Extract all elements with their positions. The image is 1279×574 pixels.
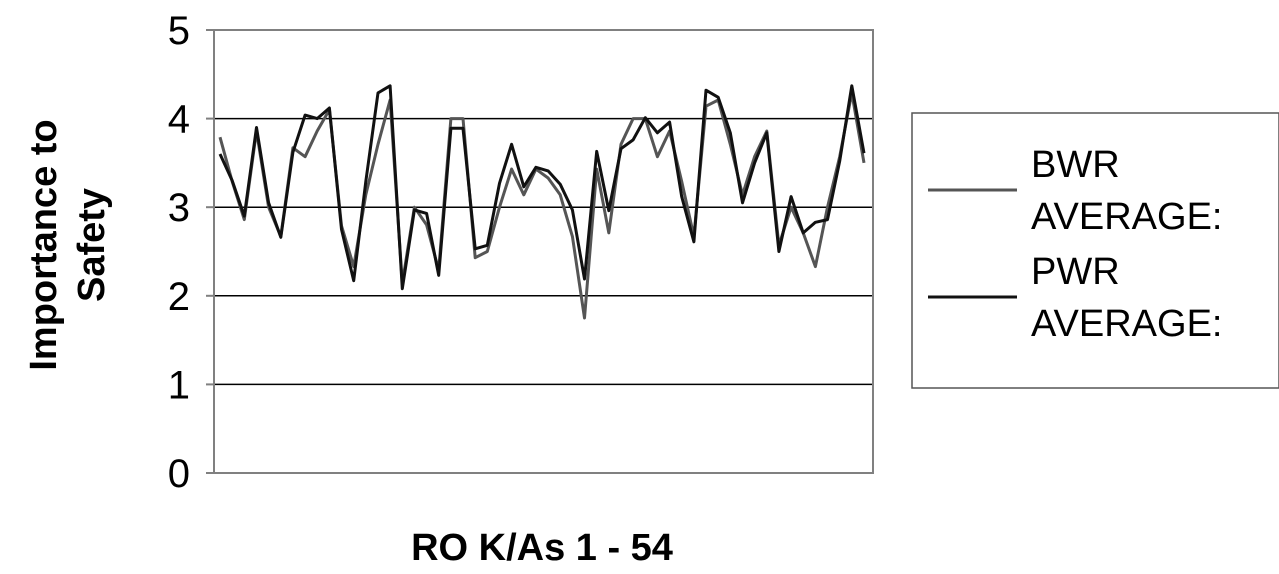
y-tick-label: 5 <box>168 9 190 53</box>
plot-area <box>213 29 874 474</box>
y-tick-label: 3 <box>168 186 190 230</box>
y-tick-label: 1 <box>168 363 190 407</box>
legend-label-bwr-line-2: AVERAGE: <box>1031 196 1222 238</box>
gridlines <box>214 117 873 386</box>
y-axis-label-line-2: Safety <box>71 188 113 302</box>
y-tick-label: 2 <box>168 275 190 319</box>
series-lines <box>218 84 866 320</box>
y-tick-label: 0 <box>168 452 190 496</box>
y-tick-label: 4 <box>168 98 190 142</box>
legend-label-pwr-line-2: AVERAGE: <box>1031 303 1222 345</box>
x-axis-label: RO K/As 1 - 54 <box>411 527 673 569</box>
legend: BWR AVERAGE: PWR AVERAGE: <box>911 112 1279 389</box>
series-line-pwr <box>218 84 866 291</box>
legend-label-pwr-line-1: PWR <box>1031 251 1120 293</box>
legend-label-bwr-line-1: BWR <box>1031 144 1120 186</box>
y-tick-labels: 0 1 2 3 4 5 <box>168 9 214 496</box>
y-axis-label-line-1: Importance to <box>23 119 65 370</box>
legend-box <box>911 112 1279 389</box>
series-line-bwr <box>218 91 866 320</box>
